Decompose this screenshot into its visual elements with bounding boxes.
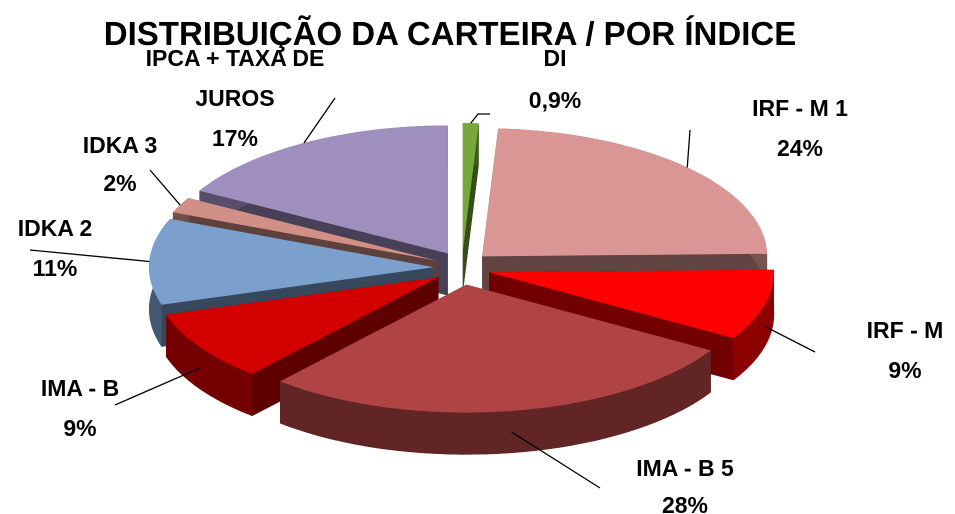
value-label: 9% — [63, 415, 97, 441]
pie-slice — [280, 284, 711, 413]
category-label: IDKA 2 — [17, 215, 93, 241]
value-label: 24% — [776, 135, 824, 161]
leader-line — [764, 325, 816, 353]
pie-slice — [166, 277, 439, 374]
pie-slice — [482, 128, 768, 257]
slice-side — [280, 350, 711, 455]
value-label: 17% — [211, 125, 259, 151]
slice-edge — [462, 123, 479, 294]
leader-line — [114, 367, 201, 406]
leader-line — [303, 97, 336, 144]
pie-slice — [172, 197, 437, 261]
category-label: IRF - M — [866, 317, 944, 343]
category-label: DI — [543, 45, 567, 71]
leader-line — [470, 113, 490, 124]
pie-slice — [149, 218, 435, 305]
value-label: 11% — [32, 255, 78, 281]
value-label: 9% — [888, 357, 922, 383]
category-label: IMA - B 5 — [636, 455, 734, 481]
leader-line — [686, 129, 691, 168]
category-label: IDKA 3 — [82, 132, 158, 158]
value-label: 2% — [103, 170, 137, 196]
category-label: IPCA + TAXA DE JUROS — [145, 45, 325, 111]
leader-line — [29, 249, 150, 263]
pie-slice — [199, 125, 448, 254]
category-label: IRF - M 1 — [752, 95, 848, 121]
leader-line — [149, 169, 181, 206]
slice-side — [733, 269, 775, 381]
value-label: 0,9% — [528, 87, 582, 113]
pie-slice — [489, 269, 775, 339]
chart-title: DISTRIBUIÇÃO DA CARTEIRA / POR ÍNDICE — [103, 15, 797, 52]
leader-line — [511, 431, 601, 489]
category-label: IMA - B — [40, 375, 120, 401]
slice-side — [166, 314, 253, 416]
pie-slice — [462, 123, 479, 252]
value-label: 28% — [661, 492, 709, 514]
